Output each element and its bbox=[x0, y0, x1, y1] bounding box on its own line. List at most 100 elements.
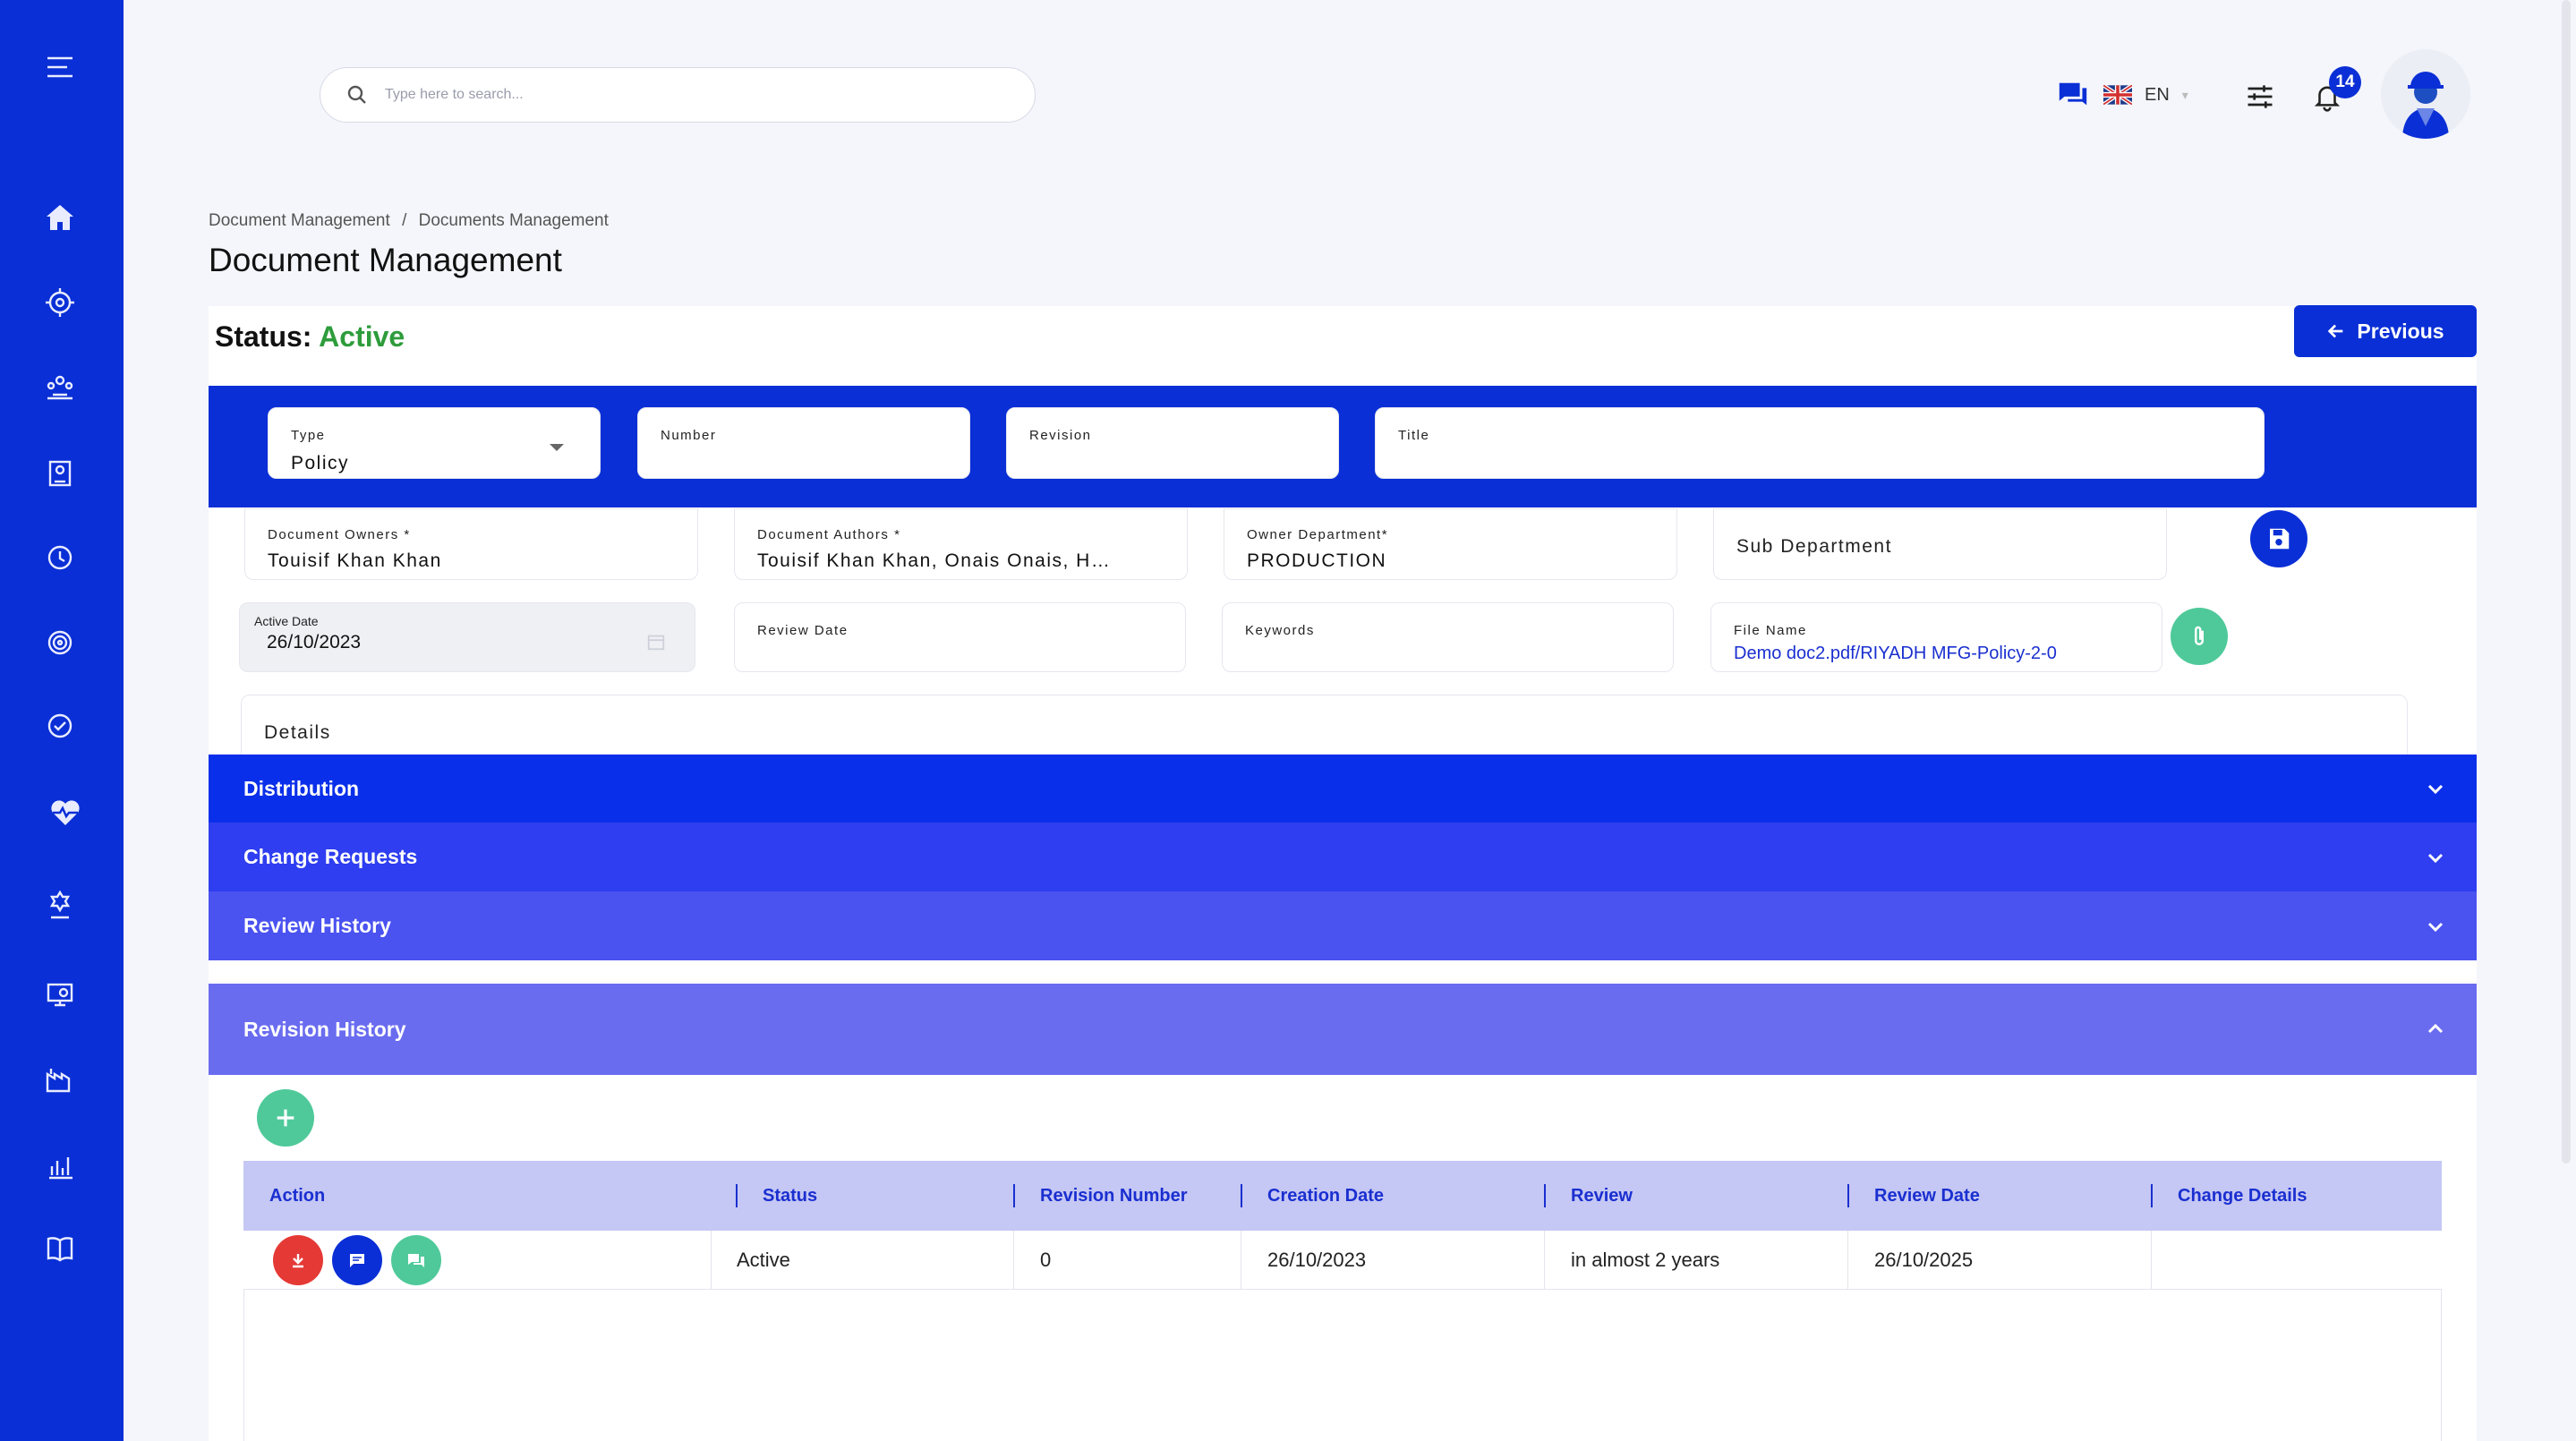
notification-badge: 14 bbox=[2329, 66, 2361, 98]
notifications-bell-icon[interactable]: 14 bbox=[2309, 66, 2361, 115]
details-field[interactable]: Details bbox=[241, 695, 2408, 755]
sub-department-field[interactable]: Sub Department bbox=[1713, 508, 2167, 580]
revision-field[interactable]: Revision bbox=[1006, 407, 1339, 479]
attach-file-button[interactable] bbox=[2171, 608, 2228, 665]
document-authors-field[interactable]: Document Authors * Touisif Khan Khan, On… bbox=[734, 508, 1188, 580]
active-date-value: 26/10/2023 bbox=[267, 632, 362, 652]
plus-icon bbox=[277, 1109, 294, 1127]
home-icon[interactable] bbox=[39, 197, 81, 238]
revision-table-header: Action Status Revision Number Creation D… bbox=[243, 1161, 2442, 1231]
owner-department-field[interactable]: Owner Department* PRODUCTION bbox=[1224, 508, 1677, 580]
status-label: Status: bbox=[215, 320, 312, 353]
comment-button[interactable] bbox=[332, 1235, 382, 1285]
calendar-icon[interactable] bbox=[646, 632, 666, 652]
cell-review-date: 26/10/2025 bbox=[1874, 1249, 1974, 1271]
chevron-down-icon bbox=[2427, 853, 2444, 863]
previous-button[interactable]: Previous bbox=[2294, 305, 2477, 357]
breadcrumb-item-document-management[interactable]: Document Management bbox=[209, 211, 390, 230]
paperclip-icon bbox=[2195, 626, 2204, 645]
breadcrumb-item-documents-management[interactable]: Documents Management bbox=[418, 211, 609, 230]
engineering-gear-icon[interactable] bbox=[39, 884, 81, 925]
file-name-label: File Name bbox=[1734, 623, 1807, 638]
cell-creation-date: 26/10/2023 bbox=[1267, 1249, 1367, 1271]
table-body-empty-area bbox=[243, 1290, 2442, 1441]
search-icon bbox=[347, 85, 366, 104]
review-date-field[interactable]: Review Date bbox=[734, 602, 1186, 672]
type-value: Policy bbox=[291, 453, 350, 473]
column-header-action[interactable]: Action bbox=[269, 1185, 326, 1206]
accordion-revision-history[interactable]: Revision History bbox=[209, 984, 2477, 1075]
column-header-change-details[interactable]: Change Details bbox=[2150, 1161, 2307, 1231]
arrow-left-icon bbox=[2328, 324, 2343, 338]
accordion-distribution[interactable]: Distribution bbox=[209, 755, 2477, 823]
uk-flag-icon bbox=[2103, 85, 2132, 105]
health-pulse-icon[interactable] bbox=[45, 792, 86, 833]
column-header-review[interactable]: Review bbox=[1544, 1161, 1633, 1231]
target-icon[interactable] bbox=[39, 622, 81, 663]
chat-bubbles-icon bbox=[408, 1254, 424, 1267]
active-date-field[interactable]: Active Date 26/10/2023 bbox=[239, 602, 695, 672]
document-authors-value: Touisif Khan Khan, Onais Onais, H… bbox=[757, 550, 1112, 571]
revision-label: Revision bbox=[1029, 428, 1092, 443]
search-input[interactable] bbox=[385, 87, 922, 103]
cell-status: Active bbox=[737, 1249, 790, 1271]
keywords-field[interactable]: Keywords bbox=[1222, 602, 1674, 672]
analytics-monitor-icon[interactable] bbox=[39, 974, 81, 1015]
sub-department-label: Sub Department bbox=[1736, 536, 1892, 557]
previous-button-label: Previous bbox=[2357, 319, 2444, 343]
language-selector[interactable]: EN ▾ bbox=[2103, 82, 2188, 107]
verified-badge-icon[interactable] bbox=[39, 705, 81, 746]
review-date-label: Review Date bbox=[757, 623, 849, 638]
sidebar bbox=[0, 0, 124, 1441]
team-icon[interactable] bbox=[39, 367, 81, 408]
number-field[interactable]: Number bbox=[637, 407, 970, 479]
breadcrumb: Document Management / Documents Manageme… bbox=[209, 211, 609, 231]
document-owners-label: Document Owners * bbox=[268, 527, 411, 542]
column-header-revision-number[interactable]: Revision Number bbox=[1012, 1161, 1187, 1231]
chat-icon[interactable] bbox=[2055, 77, 2091, 113]
type-label: Type bbox=[291, 428, 326, 443]
owner-department-label: Owner Department* bbox=[1247, 527, 1389, 542]
comment-icon bbox=[350, 1254, 364, 1267]
accordion-review-history-title: Review History bbox=[243, 914, 391, 937]
chevron-down-icon bbox=[2427, 784, 2444, 795]
clock-cog-icon[interactable] bbox=[39, 537, 81, 578]
search-bar[interactable] bbox=[320, 67, 1036, 123]
column-header-creation-date[interactable]: Creation Date bbox=[1240, 1161, 1384, 1231]
add-revision-button[interactable] bbox=[257, 1089, 314, 1147]
details-label: Details bbox=[264, 722, 331, 743]
filter-sliders-icon[interactable] bbox=[2242, 79, 2278, 115]
language-label: EN bbox=[2145, 84, 2170, 105]
menu-icon[interactable] bbox=[39, 47, 81, 88]
file-name-link[interactable]: Demo doc2.pdf/RIYADH MFG-Policy-2-0 bbox=[1734, 644, 2057, 663]
file-name-field: File Name Demo doc2.pdf/RIYADH MFG-Polic… bbox=[1710, 602, 2162, 672]
document-owners-field[interactable]: Document Owners * Touisif Khan Khan bbox=[244, 508, 698, 580]
number-label: Number bbox=[661, 428, 717, 443]
accordion-change-requests[interactable]: Change Requests bbox=[209, 823, 2477, 891]
title-field[interactable]: Title bbox=[1375, 407, 2265, 479]
accordion-revision-history-title: Revision History bbox=[243, 1017, 406, 1041]
save-floppy-icon bbox=[2270, 528, 2290, 550]
page-scrollbar[interactable] bbox=[2562, 0, 2571, 1164]
accordion-review-history[interactable]: Review History bbox=[209, 891, 2477, 960]
factory-icon[interactable] bbox=[39, 1059, 81, 1100]
title-label: Title bbox=[1398, 428, 1430, 443]
bar-chart-icon[interactable] bbox=[39, 1146, 81, 1187]
download-button[interactable] bbox=[273, 1235, 323, 1285]
column-header-review-date[interactable]: Review Date bbox=[1847, 1161, 1980, 1231]
keywords-label: Keywords bbox=[1245, 623, 1315, 638]
owner-department-value: PRODUCTION bbox=[1247, 550, 1387, 571]
chevron-down-icon: ▾ bbox=[2181, 87, 2188, 102]
user-avatar[interactable] bbox=[2381, 49, 2470, 139]
status-line: Status: Active bbox=[215, 320, 405, 354]
cell-revision-number: 0 bbox=[1040, 1249, 1052, 1271]
settings-gear-icon[interactable] bbox=[39, 282, 81, 323]
organization-icon[interactable] bbox=[39, 452, 81, 493]
discussion-button[interactable] bbox=[391, 1235, 441, 1285]
column-header-status[interactable]: Status bbox=[735, 1161, 817, 1231]
save-button[interactable] bbox=[2250, 510, 2307, 567]
book-icon[interactable] bbox=[39, 1228, 81, 1269]
chevron-down-icon bbox=[2427, 922, 2444, 932]
active-date-label: Active Date bbox=[254, 614, 319, 628]
type-select[interactable]: Type Policy bbox=[268, 407, 601, 479]
